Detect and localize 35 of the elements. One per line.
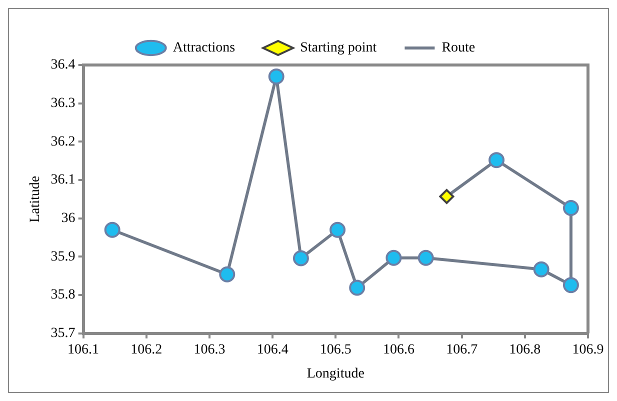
point [349,280,366,296]
x-tick-label: 106.8 [509,342,541,358]
x-tick-label: 106.5 [320,342,352,358]
point [439,189,454,204]
point [386,250,402,266]
point [330,222,346,238]
point [488,152,505,168]
x-tick-label: 106.7 [446,342,478,358]
x-tick-label: 106.6 [382,342,414,358]
legend-label: Starting point [300,40,377,56]
x-tick-label: 106.2 [130,342,162,358]
legend-label: Route [442,40,476,56]
x-tick-label: 106.1 [68,342,100,358]
x-tick-label: 106.4 [256,342,288,358]
point [418,250,434,266]
y-tick-label: 36.3 [50,96,76,112]
point [292,250,309,266]
y-tick-label: 36.1 [50,172,76,188]
y-tick-label: 35.9 [50,249,76,264]
y-axis-title: Latitude [28,176,44,223]
legend-label: Attractions [172,40,236,56]
x-tick-label: 106.3 [194,342,226,358]
y-tick-label: 35.7 [50,326,76,342]
point [219,266,236,282]
x-axis-title: Longitude [306,366,364,382]
y-tick-label: 36.2 [50,134,76,150]
y-tick-label: 35.8 [50,288,76,303]
point [533,261,550,278]
x-tick-label: 106.9 [572,342,604,358]
y-tick-label: 36.4 [50,58,76,73]
y-tick-label: 36 [61,211,76,226]
point [562,200,579,216]
point [268,68,284,85]
point [562,277,579,294]
point [104,222,120,238]
